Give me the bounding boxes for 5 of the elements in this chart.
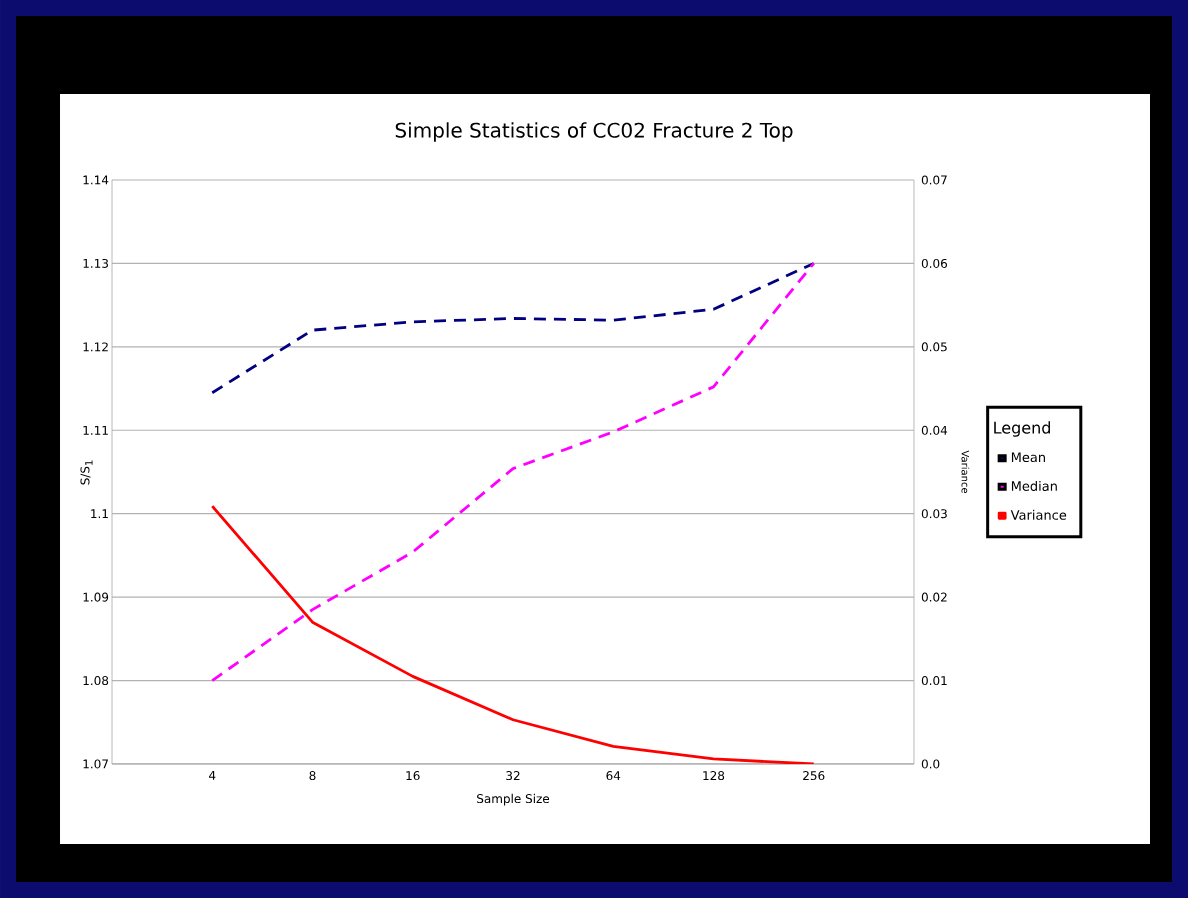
chart-title: Simple Statistics of CC02 Fracture 2 Top — [395, 122, 793, 142]
line-series — [210, 262, 816, 395]
line-series — [210, 262, 816, 682]
line-series — [210, 504, 816, 764]
legend-title: Legend — [994, 421, 1050, 437]
